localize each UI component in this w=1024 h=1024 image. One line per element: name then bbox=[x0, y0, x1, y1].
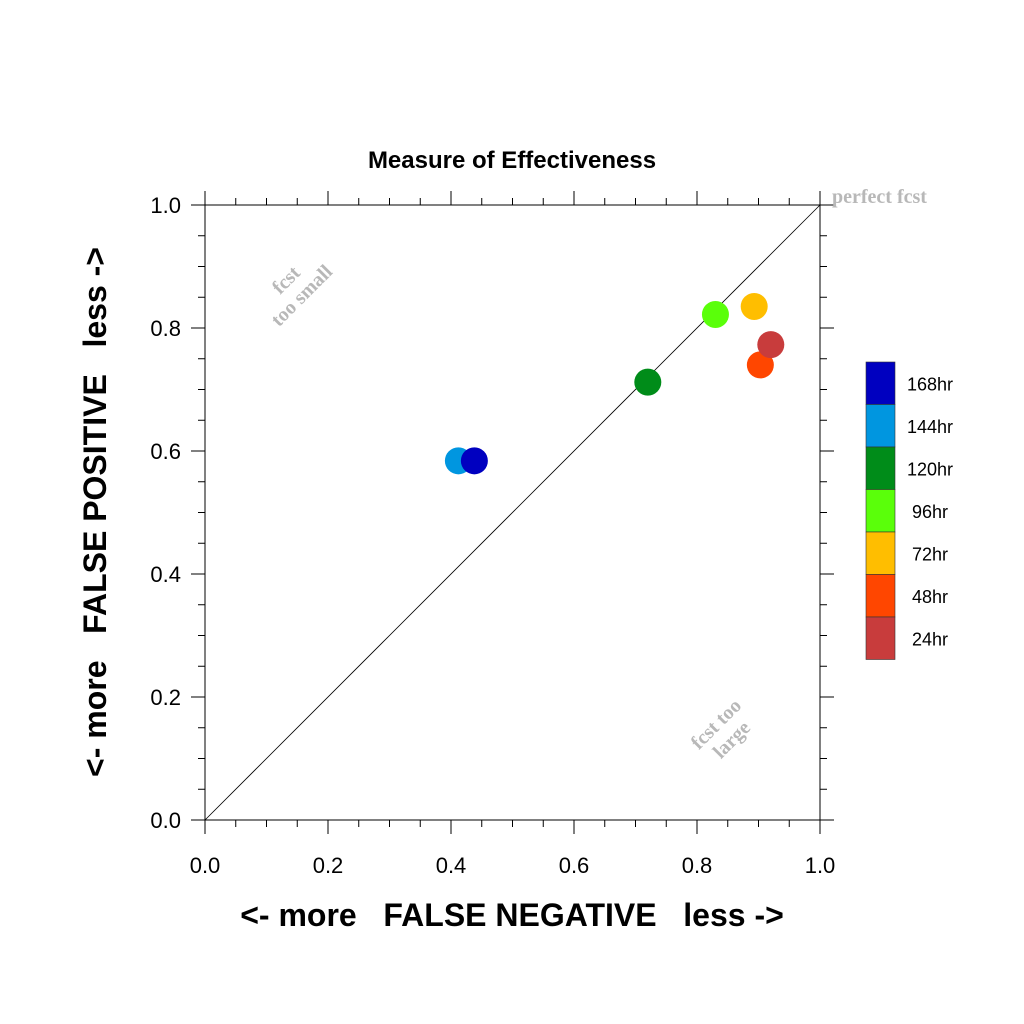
legend-swatch-120hr bbox=[865, 446, 896, 490]
legend-label-48hr: 48hr bbox=[912, 587, 948, 607]
legend-label-24hr: 24hr bbox=[912, 629, 948, 649]
legend-label-144hr: 144hr bbox=[907, 417, 953, 437]
point-168hr bbox=[460, 447, 488, 475]
x-tick-label: 0.8 bbox=[682, 853, 713, 878]
legend-label-72hr: 72hr bbox=[912, 544, 948, 564]
y-tick-label: 0.8 bbox=[150, 316, 181, 341]
x-tick-label: 0.4 bbox=[436, 853, 467, 878]
y-tick-label: 0.2 bbox=[150, 685, 181, 710]
plot-area: 0.0 0.2 0.4 0.6 0.8 1.0 0.0 0.2 0.4 0.6 0.8 1.0 bbox=[150, 191, 835, 878]
legend-swatch-168hr bbox=[865, 361, 896, 405]
too-small-line2: too small bbox=[267, 261, 337, 331]
y-tick-label: 0.4 bbox=[150, 562, 181, 587]
point-24hr bbox=[757, 331, 785, 359]
x-tick-label: 1.0 bbox=[805, 853, 836, 878]
chart-title: Measure of Effectiveness bbox=[368, 147, 656, 174]
x-tick-label: 0.6 bbox=[559, 853, 590, 878]
too-small-annotation: fcst too small bbox=[267, 261, 337, 331]
legend-label-120hr: 120hr bbox=[907, 459, 953, 479]
x-axis-label: <- more FALSE NEGATIVE less -> bbox=[240, 897, 784, 933]
x-tick-label: 0.2 bbox=[313, 853, 344, 878]
data-points bbox=[444, 292, 785, 475]
legend-label-168hr: 168hr bbox=[907, 374, 953, 394]
y-tick-label: 0.6 bbox=[150, 439, 181, 464]
legend-swatch-72hr bbox=[865, 531, 896, 575]
legend-swatch-144hr bbox=[865, 404, 896, 448]
legend-label-96hr: 96hr bbox=[912, 502, 948, 522]
y-tick-label: 0.0 bbox=[150, 808, 181, 833]
axis-tick-labels: 0.0 0.2 0.4 0.6 0.8 1.0 0.0 0.2 0.4 0.6 0.8 1.0 bbox=[150, 193, 835, 878]
point-72hr bbox=[740, 292, 768, 320]
legend: 168hr 144hr 120hr 96hr 72hr 48hr 24hr bbox=[865, 361, 953, 660]
point-120hr bbox=[634, 368, 662, 396]
y-axis-label: <- more FALSE POSITIVE less -> bbox=[77, 247, 113, 777]
axis-ticks bbox=[191, 191, 834, 834]
legend-swatch-48hr bbox=[865, 574, 896, 618]
legend-swatch-24hr bbox=[865, 616, 896, 660]
too-large-annotation: fcst too large bbox=[687, 695, 755, 763]
y-tick-label: 1.0 bbox=[150, 193, 181, 218]
x-tick-label: 0.0 bbox=[190, 853, 221, 878]
point-48hr bbox=[746, 351, 774, 379]
point-96hr bbox=[701, 300, 729, 328]
legend-swatch-96hr bbox=[865, 489, 896, 533]
perfect-fcst-annotation: perfect fcst bbox=[832, 186, 927, 208]
